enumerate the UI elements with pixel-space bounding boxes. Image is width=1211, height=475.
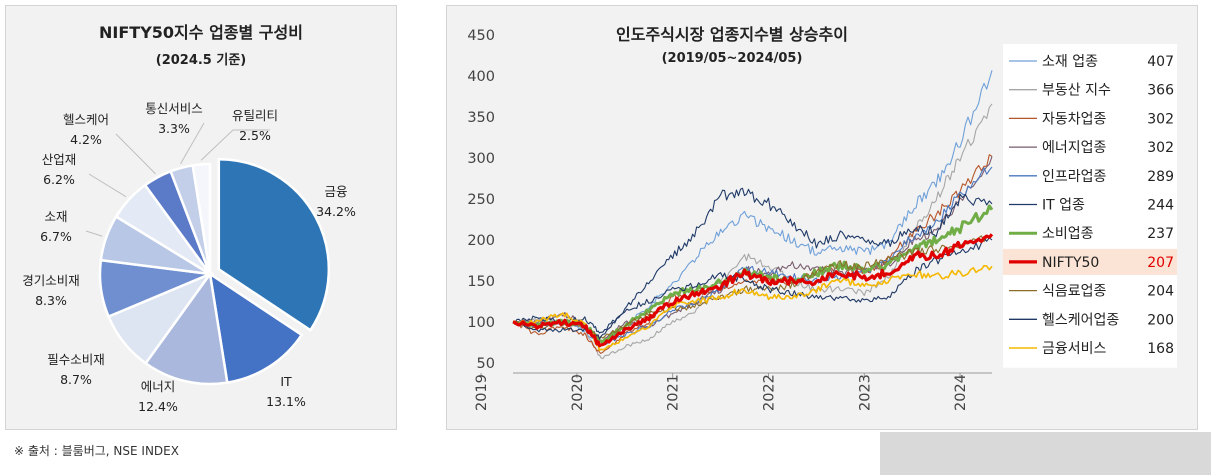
legend-label-3: 에너지업종	[1042, 140, 1107, 156]
pie-label-2: 에너지	[141, 379, 176, 394]
pie-value-label-7: 4.2%	[70, 132, 102, 147]
pie-value-label-3: 8.7%	[60, 372, 92, 387]
pie-chart-panel: NIFTY50지수 업종별 구성비 (2024.5 기준) 금융 34.2% IT 1…	[5, 5, 397, 430]
pie-label-4: 경기소비재	[22, 273, 80, 288]
pie-slice-1	[208, 271, 304, 385]
pie-value-label-4: 8.3%	[35, 293, 67, 308]
y-tick-label-5: 300	[467, 151, 495, 167]
y-tick-label-2: 150	[467, 274, 495, 290]
legend-label-6: 소비업종	[1042, 226, 1094, 242]
legend-value-5: 244	[1147, 198, 1174, 214]
legend-box	[1003, 44, 1177, 368]
legend-label-0: 소재 업종	[1042, 54, 1098, 70]
watermark	[880, 432, 1211, 475]
series-line-3	[512, 156, 993, 342]
pie-value-label-0: 34.2%	[316, 204, 356, 219]
legend-label-10: 금융서비스	[1042, 341, 1107, 357]
series-line-1	[512, 103, 993, 360]
pie-slice-2	[143, 270, 229, 386]
legend-value-7: 207	[1147, 255, 1174, 271]
x-tick-label-1: 2020	[570, 374, 586, 411]
pie-label-7: 헬스케어	[63, 112, 109, 127]
y-tick-label-3: 200	[467, 233, 495, 249]
pie-value-label-6: 6.2%	[43, 172, 75, 187]
y-tick-label-1: 100	[467, 315, 495, 331]
series-line-0	[512, 70, 993, 346]
y-tick-label-0: 50	[477, 356, 495, 372]
pie-label-0: 금융	[324, 184, 347, 199]
y-tick-label-7: 400	[467, 69, 495, 85]
pie-label-5: 소재	[44, 209, 67, 224]
pie-label-9: 유틸리티	[232, 108, 278, 123]
legend-label-7: NIFTY50	[1042, 255, 1099, 271]
legend-value-1: 366	[1147, 83, 1174, 99]
legend-label-2: 자동차업종	[1042, 111, 1107, 127]
pie-value-label-9: 2.5%	[239, 128, 271, 143]
line-chart: 50 100 150 200 250 300 350 400 450 2019 2020 2021 20…	[467, 28, 1177, 411]
y-tick-label-6: 350	[467, 110, 495, 126]
legend-value-10: 168	[1147, 341, 1174, 357]
pie-leader-line-8	[180, 122, 205, 165]
series-line-7	[512, 233, 994, 348]
legend-label-4: 인프라업종	[1042, 169, 1107, 185]
line-chart-subtitle: (2019/05~2024/05)	[661, 51, 803, 66]
pie-leader-line-7	[115, 133, 156, 175]
series-line-5	[512, 187, 993, 334]
pie-slice-9	[191, 162, 212, 275]
legend-label-9: 헬스케어업종	[1042, 312, 1119, 328]
legend-value-3: 302	[1147, 140, 1174, 156]
line-chart-title: 인도주식시장 업종지수별 상승추이	[616, 25, 848, 44]
pie-chart-title: NIFTY50지수 업종별 구성비	[99, 23, 303, 42]
pie-leader-line-9	[200, 129, 270, 161]
source-note: ※ 출처 : 블룸버그, NSE INDEX	[14, 444, 179, 458]
y-tick-label-4: 250	[467, 192, 495, 208]
legend-label-8: 식음료업종	[1042, 284, 1107, 300]
pie-chart: 금융 34.2% IT 13.1% 에너지 12.4% 필수소비재 8.7% 경기소비재 8.3%…	[22, 101, 356, 414]
pie-value-label-1: 13.1%	[266, 394, 306, 409]
pie-leader-line-5	[85, 230, 103, 237]
legend-value-6: 237	[1147, 226, 1174, 242]
legend-label-5: IT 업종	[1042, 198, 1085, 214]
pie-slice-0	[217, 158, 331, 332]
x-tick-label-2: 2021	[666, 374, 682, 411]
legend-value-8: 204	[1147, 284, 1174, 300]
y-tick-label-8: 450	[467, 28, 495, 44]
x-tick-label-3: 2022	[761, 374, 777, 411]
legend-value-4: 289	[1147, 169, 1174, 185]
pie-value-label-2: 12.4%	[138, 399, 178, 414]
legend-value-9: 200	[1147, 312, 1174, 328]
pie-label-8: 통신서비스	[145, 101, 203, 116]
legend-value-0: 407	[1147, 54, 1174, 70]
pie-chart-subtitle: (2024.5 기준)	[155, 53, 247, 68]
pie-label-1: IT	[280, 374, 292, 389]
pie-leader-line-6	[88, 173, 127, 198]
pie-value-label-8: 3.3%	[158, 121, 190, 136]
pie-label-3: 필수소비재	[47, 352, 105, 367]
x-tick-label-0: 2019	[474, 374, 490, 411]
pie-value-label-5: 6.7%	[40, 229, 72, 244]
x-tick-label-5: 2024	[953, 374, 969, 411]
pie-label-6: 산업재	[42, 152, 77, 167]
line-chart-panel: 인도주식시장 업종지수별 상승추이 (2019/05~2024/05) 50 10…	[446, 5, 1198, 430]
x-tick-label-4: 2023	[857, 374, 873, 411]
legend-value-2: 302	[1147, 111, 1174, 127]
legend-label-1: 부동산 지수	[1042, 83, 1111, 99]
